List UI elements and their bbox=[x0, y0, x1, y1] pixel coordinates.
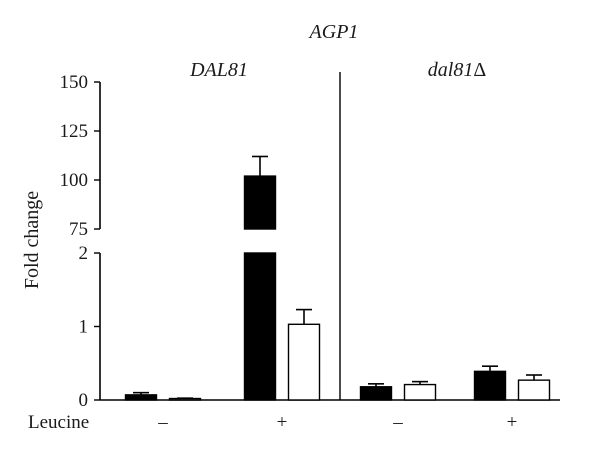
y-tick-label-lower-0: 0 bbox=[79, 390, 89, 411]
bar-5 bbox=[403, 383, 437, 401]
bar-7 bbox=[517, 379, 551, 401]
y-tick-label-upper-3: 150 bbox=[60, 72, 89, 93]
y-tick-label-upper-0: 75 bbox=[69, 219, 88, 240]
bar-6 bbox=[473, 370, 507, 401]
chart-title: AGP1 bbox=[308, 21, 359, 43]
group-label-dal81: DAL81 bbox=[189, 59, 248, 81]
y-axis-title: Fold change bbox=[21, 191, 43, 289]
group-label-dal81-delta-name: dal81 bbox=[428, 59, 474, 81]
leucine-condition-2: – bbox=[392, 412, 403, 433]
bar-3 bbox=[287, 323, 321, 401]
y-tick-label-lower-2: 2 bbox=[79, 243, 89, 264]
leucine-label: Leucine bbox=[28, 412, 89, 433]
y-tick-label-upper-2: 125 bbox=[60, 121, 89, 142]
leucine-condition-1: + bbox=[277, 412, 288, 433]
tick-labels: 0 1 2 75 100 125 150 – + – + bbox=[60, 72, 518, 433]
y-tick-label-upper-1: 100 bbox=[60, 170, 89, 191]
leucine-condition-0: – bbox=[157, 412, 168, 433]
group-label-dal81-delta: dal81Δ bbox=[428, 59, 487, 81]
group-label-delta-symbol: Δ bbox=[473, 59, 486, 81]
leucine-condition-3: + bbox=[507, 412, 518, 433]
bars bbox=[124, 155, 551, 401]
bar-4 bbox=[359, 386, 393, 401]
bar-2-lower-part bbox=[243, 252, 277, 401]
bar-2 bbox=[243, 175, 277, 230]
bar-0 bbox=[124, 394, 158, 401]
y-tick-label-lower-1: 1 bbox=[79, 317, 89, 338]
axes bbox=[94, 72, 560, 401]
